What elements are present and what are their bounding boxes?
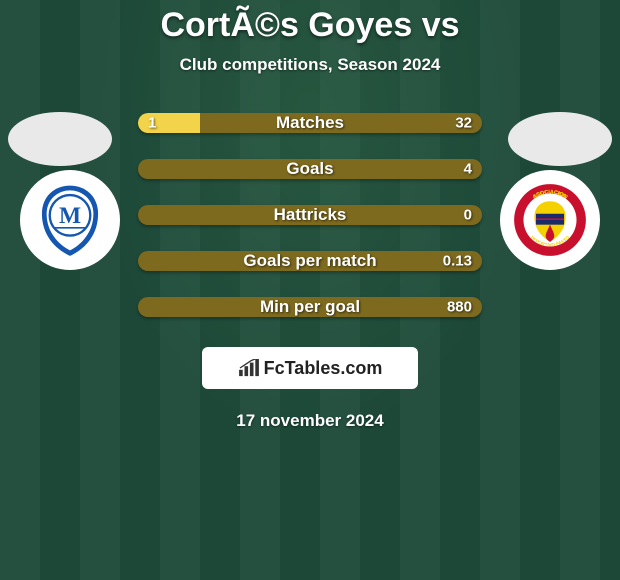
millonarios-icon: M [31, 181, 109, 259]
subtitle: Club competitions, Season 2024 [0, 55, 620, 75]
date-text: 17 november 2024 [0, 411, 620, 431]
bar-right-value: 880 [447, 299, 472, 316]
bar-fill-left [138, 113, 200, 133]
bar-hattricks: Hattricks 0 [138, 205, 482, 225]
club-badge-right: ASOCIACION ASOCIACION DEPORTIVO PASTO [500, 170, 600, 270]
bar-min-per-goal: Min per goal 880 [138, 297, 482, 317]
bar-matches: 1 Matches 32 [138, 113, 482, 133]
bar-chart-icon [238, 359, 260, 377]
bar-goals: Goals 4 [138, 159, 482, 179]
bar-label: Goals [138, 159, 482, 179]
bar-right-value: 0 [464, 207, 472, 224]
bar-goals-per-match: Goals per match 0.13 [138, 251, 482, 271]
bar-right-value: 32 [455, 115, 472, 132]
club-badge-left: M [20, 170, 120, 270]
logo-text: FcTables.com [264, 358, 383, 379]
player-photo-right [508, 112, 612, 166]
player-photo-left [8, 112, 112, 166]
page-title: CortÃ©s Goyes vs [0, 0, 620, 45]
fctables-logo[interactable]: FcTables.com [202, 347, 418, 389]
bar-label: Goals per match [138, 251, 482, 271]
deportivo-pasto-icon: ASOCIACION ASOCIACION DEPORTIVO PASTO [511, 181, 589, 259]
comparison-card: CortÃ©s Goyes vs Club competitions, Seas… [0, 0, 620, 580]
bar-label: Hattricks [138, 205, 482, 225]
bar-right-value: 0.13 [443, 253, 472, 270]
svg-text:M: M [59, 203, 81, 229]
bar-label: Min per goal [138, 297, 482, 317]
bar-right-value: 4 [464, 161, 472, 178]
